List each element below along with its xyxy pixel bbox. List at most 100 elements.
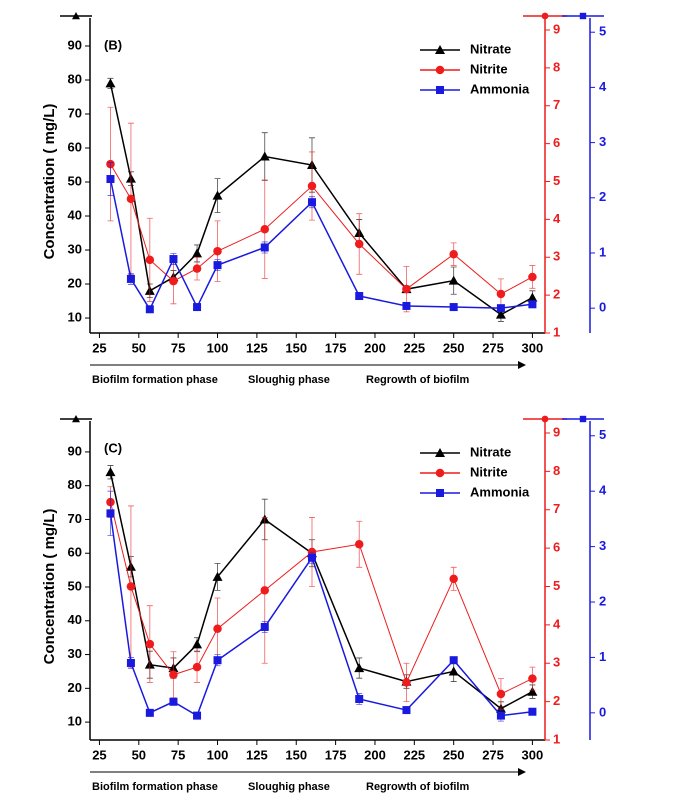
x-tick-label: 250	[443, 747, 465, 762]
phase-label: Regrowth of biofilm	[366, 781, 469, 793]
point	[354, 663, 365, 673]
x-tick-label: 200	[364, 340, 386, 355]
phase-label: Sloughig phase	[248, 374, 330, 386]
point	[355, 694, 364, 703]
y-tick-label: 80	[68, 71, 82, 86]
x-tick-label: 275	[482, 747, 504, 762]
point	[260, 224, 270, 234]
point	[106, 175, 115, 184]
y2-tick-label: 7	[553, 501, 560, 516]
phase-label: Biofilm formation phase	[92, 781, 218, 793]
y2-tick-label: 6	[553, 135, 560, 150]
y-tick-label: 80	[68, 477, 82, 492]
y2-tick-label: 8	[553, 463, 560, 478]
y-tick-label: 90	[68, 37, 82, 52]
point	[260, 243, 269, 252]
legend-marker	[435, 448, 445, 457]
point	[145, 305, 154, 314]
y-tick-label: 40	[68, 207, 82, 222]
legend-marker	[435, 45, 445, 54]
y2-tick-label: 4	[553, 211, 561, 226]
point	[145, 639, 155, 649]
legend-label: Nitrate	[470, 41, 511, 56]
point	[495, 309, 506, 319]
point	[192, 248, 203, 258]
y-tick-label: 20	[68, 680, 82, 695]
x-tick-label: 100	[207, 340, 229, 355]
phase-label: Biofilm formation phase	[92, 374, 218, 386]
y3-tick-label: 5	[599, 24, 606, 39]
point	[307, 181, 317, 191]
phase-arrow-head	[518, 361, 526, 369]
y2-tick-label: 2	[553, 287, 560, 302]
point	[126, 658, 135, 667]
y2-tick-label: 9	[553, 21, 560, 36]
y-tick-label: 60	[68, 139, 82, 154]
point	[449, 303, 458, 312]
point	[169, 697, 178, 706]
x-tick-label: 125	[246, 340, 268, 355]
point	[527, 686, 538, 696]
phase-arrow-head	[518, 768, 526, 776]
y3-tick-label: 5	[599, 427, 606, 442]
point	[496, 711, 505, 720]
point	[307, 553, 316, 562]
legend-label: Nitrate	[470, 444, 511, 459]
axis-key-marker	[579, 12, 587, 20]
y2-tick-label: 6	[553, 540, 560, 555]
point	[307, 198, 316, 207]
y-tick-label: 90	[68, 443, 82, 458]
y3-tick-label: 1	[599, 244, 606, 259]
y-tick-label: 20	[68, 275, 82, 290]
point	[145, 255, 155, 265]
y2-tick-label: 5	[553, 173, 560, 188]
axis-key-marker	[541, 12, 549, 20]
y2-tick-label: 1	[553, 324, 560, 339]
point	[449, 574, 458, 584]
legend-label: Nitrite	[470, 61, 508, 76]
x-tick-label: 200	[364, 747, 386, 762]
x-tick-label: 25	[92, 747, 106, 762]
y3-tick-label: 2	[599, 593, 606, 608]
x-tick-label: 25	[92, 340, 106, 355]
legend-label: Ammonia	[470, 81, 530, 96]
x-tick-label: 300	[522, 747, 544, 762]
y3-tick-label: 0	[599, 704, 606, 719]
legend-marker	[435, 468, 445, 478]
point	[126, 274, 135, 283]
point	[105, 467, 116, 477]
y-tick-label: 10	[68, 714, 82, 729]
point	[355, 292, 364, 301]
legend-marker	[435, 65, 445, 75]
y-tick-label: 70	[68, 105, 82, 120]
legend-marker	[436, 86, 444, 94]
panel-label: (C)	[104, 440, 122, 455]
point	[213, 624, 222, 633]
x-tick-label: 275	[482, 340, 504, 355]
point	[169, 276, 178, 286]
point	[192, 264, 202, 273]
point	[213, 246, 222, 256]
y-axis-title: Concentration ( mg/L)	[41, 104, 58, 260]
point	[193, 303, 202, 312]
y-tick-label: 60	[68, 545, 82, 560]
point	[402, 706, 411, 715]
point	[528, 300, 537, 309]
point	[528, 674, 537, 683]
point	[402, 301, 411, 310]
legend-label: Ammonia	[470, 484, 530, 499]
point	[192, 662, 202, 672]
point	[527, 292, 538, 302]
point	[448, 666, 459, 676]
y-tick-label: 40	[68, 612, 82, 627]
point	[260, 586, 270, 595]
point	[126, 582, 136, 591]
point	[528, 272, 537, 282]
y2-tick-label: 3	[553, 249, 560, 264]
x-tick-label: 75	[171, 340, 185, 355]
point	[126, 194, 136, 204]
point	[402, 678, 411, 687]
y2-tick-label: 3	[553, 655, 560, 670]
point	[213, 261, 222, 270]
